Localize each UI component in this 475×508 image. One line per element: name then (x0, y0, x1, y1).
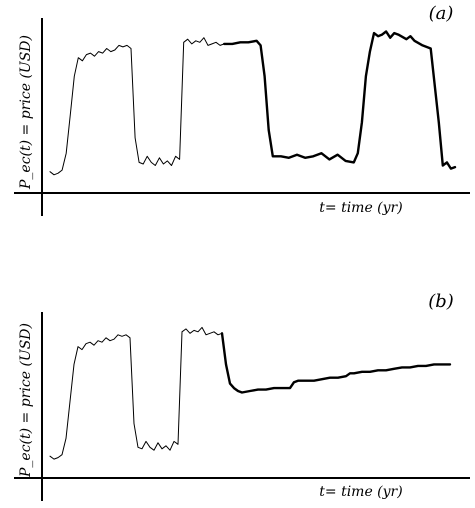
x-axis-label: t= time (yr) (319, 200, 402, 216)
series-line-projection (220, 332, 452, 394)
series-line-history (49, 37, 225, 176)
series-line-history (49, 326, 223, 460)
series-line-projection (222, 30, 457, 170)
chart-panel-a: P_ec(t) = price (USD) t= time (yr) (a) (14, 3, 470, 216)
y-axis-label: P_ec(t) = price (USD) (18, 323, 34, 478)
y-axis-label: P_ec(t) = price (USD) (18, 35, 34, 190)
series-layer (49, 30, 457, 176)
series-layer (49, 326, 452, 460)
chart-panel-b: P_ec(t) = price (USD) t= time (yr) (b) (14, 291, 470, 501)
panel-label: (b) (428, 291, 454, 312)
x-axis-label: t= time (yr) (319, 484, 402, 500)
panel-label: (a) (429, 3, 454, 24)
